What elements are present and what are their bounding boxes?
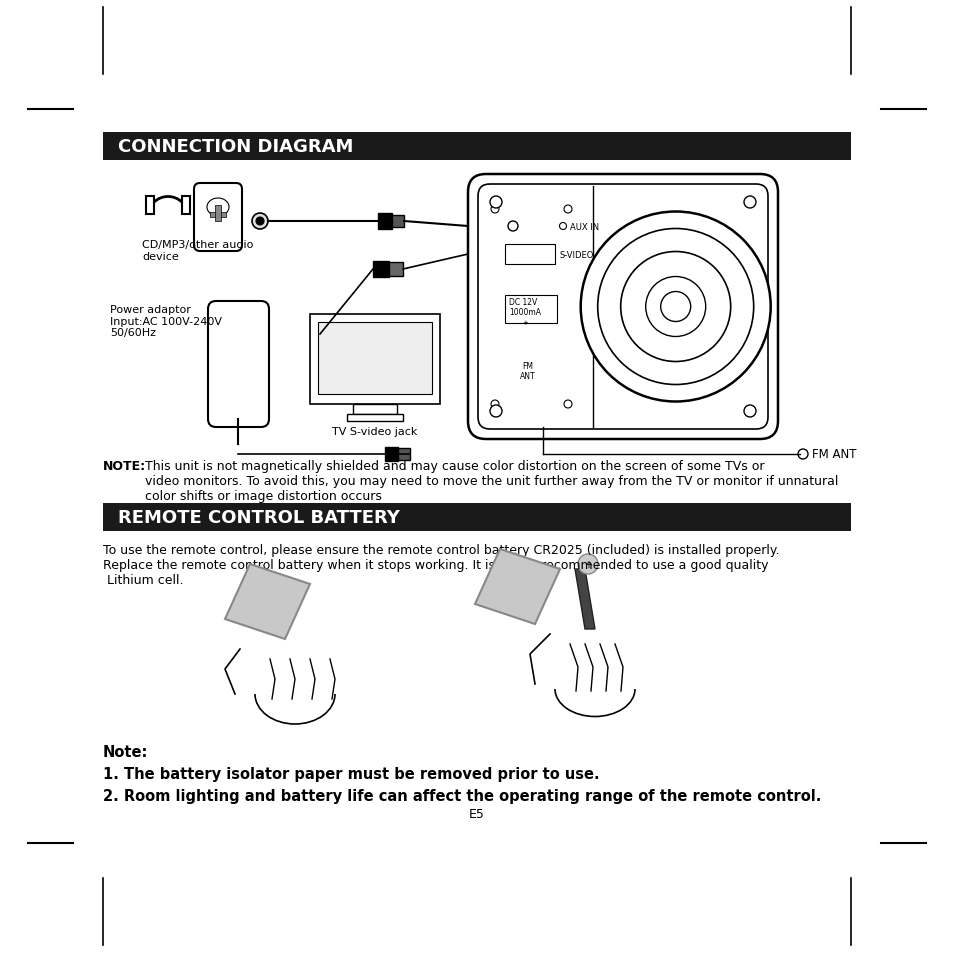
Text: CD/MP3/other audio
device: CD/MP3/other audio device [142,240,253,261]
Circle shape [660,293,690,322]
Polygon shape [575,569,595,629]
Circle shape [580,213,770,402]
Circle shape [598,230,753,385]
Circle shape [558,223,566,231]
Text: This unit is not magnetically shielded and may cause color distortion on the scr: This unit is not magnetically shielded a… [145,459,838,502]
Text: S-VIDEO: S-VIDEO [559,251,594,259]
Bar [385,448,397,461]
Text: Power adaptor
Input:AC 100V-240V
50/60Hz: Power adaptor Input:AC 100V-240V 50/60Hz [110,305,222,338]
Text: +: + [583,559,592,569]
FancyBboxPatch shape [477,185,767,430]
Text: FM ANT: FM ANT [811,448,856,461]
Circle shape [507,222,517,232]
Circle shape [563,206,572,213]
Circle shape [743,406,755,417]
Circle shape [491,206,498,213]
Bar [504,295,557,324]
FancyBboxPatch shape [208,302,269,428]
Polygon shape [225,564,310,639]
Circle shape [743,196,755,209]
Bar [103,503,850,532]
Circle shape [797,450,807,459]
Circle shape [255,218,264,226]
Text: AUX IN: AUX IN [569,222,598,232]
Bar [397,449,410,460]
Bar [310,314,439,405]
Text: 2. Room lighting and battery life can affect the operating range of the remote c: 2. Room lighting and battery life can af… [103,788,821,803]
Text: TV S-video jack: TV S-video jack [332,427,417,436]
Text: Note:: Note: [103,744,149,760]
FancyBboxPatch shape [193,184,242,252]
Text: NOTE:: NOTE: [103,459,146,473]
Circle shape [645,277,705,337]
Circle shape [490,406,501,417]
Polygon shape [475,550,559,624]
Bar [392,215,403,228]
Text: E5: E5 [469,807,484,821]
Bar [504,245,555,265]
Bar [210,213,226,218]
Bar [373,262,389,277]
Bar [347,415,402,421]
FancyBboxPatch shape [468,174,778,439]
Text: CONNECTION DIAGRAM: CONNECTION DIAGRAM [118,138,353,156]
Circle shape [252,213,268,230]
Text: FM
ANT: FM ANT [519,361,536,381]
Text: REMOTE CONTROL BATTERY: REMOTE CONTROL BATTERY [118,509,399,526]
Text: DC 12V
1000mA: DC 12V 1000mA [509,297,540,317]
Text: + -: + - [522,319,533,326]
Bar [146,196,153,214]
Circle shape [491,400,498,409]
Circle shape [490,196,501,209]
Bar [389,263,402,276]
Text: To use the remote control, please ensure the remote control battery CR2025 (incl: To use the remote control, please ensure… [103,543,779,586]
Bar [214,206,221,222]
Circle shape [578,555,598,575]
Bar [353,405,396,415]
Bar [182,196,190,214]
Circle shape [620,253,730,362]
Bar [103,132,850,161]
Circle shape [563,400,572,409]
Bar [377,213,392,230]
Text: 1. The battery isolator paper must be removed prior to use.: 1. The battery isolator paper must be re… [103,766,599,781]
Bar [317,323,432,395]
